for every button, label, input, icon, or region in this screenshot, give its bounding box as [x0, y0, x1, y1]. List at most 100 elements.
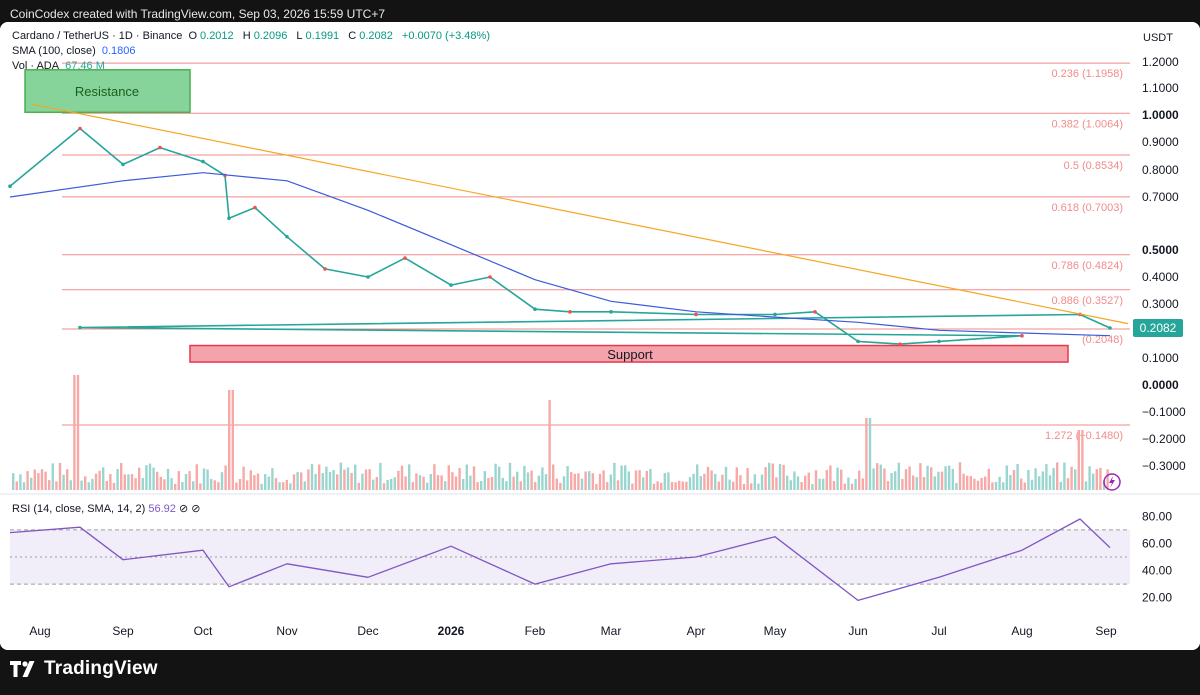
- volume-bar: [645, 470, 648, 490]
- volume-bar: [822, 478, 825, 490]
- fib-level-label: 0.886 (0.3527): [1051, 295, 1123, 307]
- volume-bar: [69, 480, 72, 490]
- volume-bar: [310, 464, 314, 490]
- volume-bar: [346, 467, 350, 490]
- volume-bar: [66, 469, 69, 490]
- volume-bar: [145, 465, 148, 490]
- volume-bar: [814, 470, 818, 490]
- volume-bar: [897, 462, 900, 490]
- rsi-legend: RSI (14, close, SMA, 14, 2) 56.92 ⊘ ⊘: [12, 502, 200, 515]
- volume-bar: [706, 466, 710, 490]
- volume-bar: [789, 480, 792, 490]
- time-axis-label: Apr: [687, 624, 706, 638]
- volume-bar: [490, 476, 494, 490]
- volume-bar: [1002, 482, 1005, 490]
- volume-legend: Vol · ADA 67.46 M: [12, 60, 108, 72]
- volume-bar: [480, 481, 483, 490]
- volume-bar: [886, 481, 890, 490]
- volume-bar: [170, 478, 173, 490]
- sma-label: SMA (100, close): [12, 45, 96, 57]
- volume-bar: [858, 470, 861, 490]
- volume-bar: [321, 473, 324, 490]
- volume-bar: [267, 476, 270, 490]
- volume-bar: [883, 468, 886, 490]
- eye-icon[interactable]: ⊘: [178, 503, 189, 515]
- volume-bar: [87, 482, 90, 490]
- rsi-value: 56.92: [148, 503, 176, 515]
- volume-bar: [390, 478, 393, 490]
- fib-level-label: (0.2048): [1082, 334, 1123, 346]
- volume-bar: [757, 483, 760, 490]
- volume-bar: [210, 478, 213, 490]
- price-axis-tick: 0.3000: [1142, 297, 1179, 311]
- volume-bar: [1106, 469, 1109, 490]
- volume-bar: [314, 473, 317, 490]
- price-chart[interactable]: 0.236 (1.1958) 0.382 (1.0064) 0.5 (0.8534)…: [0, 22, 1200, 650]
- volume-bar: [415, 473, 418, 490]
- symbol-title: Cardano / TetherUS · 1D · Binance: [12, 30, 183, 42]
- volume-bar: [498, 466, 501, 490]
- support-label: Support: [607, 347, 653, 362]
- price-point: [898, 342, 902, 346]
- ohlc-high: H 0.2096: [242, 30, 288, 42]
- rsi-axis-tick: 20.00: [1142, 591, 1172, 605]
- volume-bar: [163, 479, 166, 490]
- volume-bar: [192, 481, 195, 490]
- ohlc-low: L 0.1991: [296, 30, 340, 42]
- price-axis-tick: −0.1000: [1142, 405, 1186, 419]
- volume-bar: [1092, 473, 1095, 490]
- volume-bar: [850, 483, 854, 490]
- volume-bar: [634, 470, 638, 490]
- volume-bar: [454, 476, 458, 490]
- volume-bar: [879, 464, 882, 490]
- sma-value: 0.1806: [101, 45, 136, 57]
- volume-bar: [451, 472, 454, 490]
- volume-bar: [1012, 470, 1016, 490]
- volume-bar: [580, 478, 584, 490]
- volume-bar: [242, 466, 245, 490]
- ohlc-open: O 0.2012: [188, 30, 234, 42]
- volume-bar: [123, 474, 126, 490]
- settings-icon[interactable]: ⊘: [191, 503, 201, 515]
- time-axis-label: Aug: [1011, 624, 1032, 638]
- volume-bar: [976, 480, 980, 490]
- volume-bar: [278, 482, 281, 490]
- volume-bar: [732, 481, 735, 490]
- volume-bar: [76, 375, 80, 490]
- symbol-legend: Cardano / TetherUS · 1D · Binance O 0.201…: [12, 30, 493, 42]
- price-axis-tick: 0.4000: [1142, 270, 1179, 284]
- volume-bar: [15, 481, 18, 490]
- volume-bar: [411, 482, 414, 490]
- volume-bar: [721, 474, 724, 490]
- resistance-trendline: [31, 103, 1129, 325]
- price-axis-tick: 1.1000: [1142, 81, 1179, 95]
- volume-bar: [55, 481, 58, 490]
- volume-bar: [1038, 476, 1041, 490]
- ohlc-close: C 0.2082: [348, 30, 393, 42]
- volume-bar: [987, 468, 990, 490]
- volume-bar: [1016, 463, 1019, 490]
- volume-bar: [526, 472, 530, 490]
- volume-bar: [681, 481, 684, 490]
- volume-bar: [559, 482, 562, 490]
- volume-bar: [339, 462, 342, 490]
- tradingview-logo-icon: [10, 661, 35, 677]
- volume-bar: [1077, 430, 1080, 490]
- volume-bar: [660, 482, 663, 490]
- volume-bar: [364, 469, 368, 490]
- volume-bar: [688, 477, 692, 490]
- volume-bar: [649, 469, 652, 490]
- volume-bar: [472, 466, 476, 490]
- volume-bar: [426, 482, 429, 490]
- volume-bar: [386, 479, 389, 490]
- volume-bar: [829, 465, 832, 490]
- volume-bar: [447, 465, 450, 490]
- volume-bar: [573, 473, 576, 490]
- volume-bar: [1066, 478, 1070, 490]
- time-axis-label: Aug: [29, 624, 50, 638]
- volume-bar: [40, 469, 44, 490]
- volume-bar: [231, 390, 234, 490]
- volume-bar: [602, 470, 605, 490]
- volume-bar: [667, 472, 670, 490]
- volume-bar: [818, 478, 821, 490]
